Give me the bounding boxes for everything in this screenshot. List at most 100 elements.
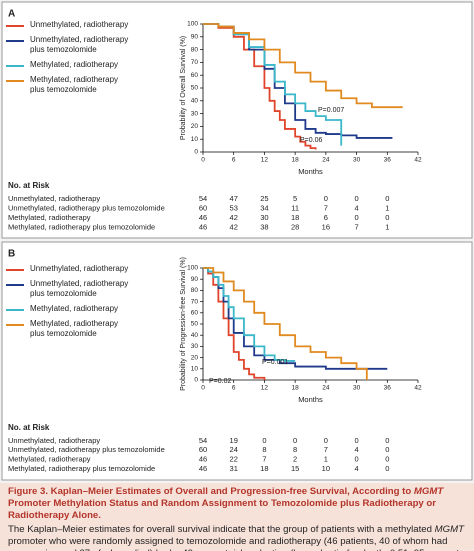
x-axis-title: Months (298, 395, 323, 404)
legend: Unmethylated, radiotherapy Unmethylated, … (6, 264, 166, 339)
risk-count: 24 (230, 445, 238, 454)
panel-frame (1, 241, 473, 481)
caption-title: Kaplan–Meier Estimates of Overall and Pr… (50, 486, 414, 497)
x-tick-label: 30 (353, 385, 361, 392)
risk-count: 18 (291, 213, 299, 222)
risk-count: 4 (354, 464, 358, 473)
y-tick-label: 0 (194, 149, 198, 156)
risk-count: 47 (230, 194, 238, 203)
legend-label: Unmethylated, radiotherapy (30, 264, 129, 273)
risk-count: 54 (199, 436, 207, 445)
survival-curve (203, 23, 403, 109)
risk-count: 46 (199, 464, 207, 473)
legend-item: Methylated, radiotherapy (6, 60, 166, 70)
risk-count: 2 (293, 454, 297, 463)
risk-count: 28 (291, 222, 299, 231)
x-tick-label: 36 (384, 157, 392, 164)
x-tick-label: 30 (353, 157, 361, 164)
x-tick-label: 12 (261, 385, 269, 392)
risk-count: 42 (230, 213, 238, 222)
x-tick-label: 6 (232, 157, 236, 164)
risk-row-label: Unmethylated, radiotherapy plus temozolo… (8, 203, 165, 212)
legend-label: Unmethylated, radiotherapy plus temozolo… (30, 279, 129, 298)
legend-label: Unmethylated, radiotherapy (30, 20, 129, 29)
legend-item: Methylated, radiotherapy plus temozolomi… (6, 319, 166, 339)
y-tick-label: 70 (191, 59, 199, 66)
y-axis-title: Probability of Progression-free Survival… (180, 257, 187, 391)
y-tick-label: 90 (191, 34, 199, 41)
risk-count: 60 (199, 203, 207, 212)
risk-count: 7 (324, 445, 328, 454)
legend-swatch (6, 65, 24, 67)
x-tick-label: 6 (232, 385, 236, 392)
legend-label: Methylated, radiotherapy plus temozolomi… (30, 319, 119, 338)
risk-count: 1 (385, 203, 389, 212)
caption-label: Figure 3. (8, 486, 48, 497)
y-tick-label: 40 (191, 332, 199, 339)
risk-count: 54 (199, 194, 207, 203)
legend-item: Methylated, radiotherapy plus temozolomi… (6, 75, 166, 95)
risk-count: 0 (324, 436, 328, 445)
risk-count: 0 (385, 454, 389, 463)
legend: Unmethylated, radiotherapy Unmethylated, … (6, 20, 166, 95)
risk-count: 46 (199, 454, 207, 463)
caption-body: The Kaplan–Meier estimates for overall s… (8, 524, 466, 551)
y-tick-label: 10 (191, 366, 199, 373)
y-tick-label: 0 (194, 377, 198, 384)
legend-item: Unmethylated, radiotherapy plus temozolo… (6, 35, 166, 55)
risk-count: 0 (354, 454, 358, 463)
survival-curve (203, 23, 317, 150)
risk-count: 19 (230, 436, 238, 445)
survival-curve (203, 267, 368, 380)
survival-curve (203, 267, 296, 362)
caption-text: MGMT (434, 524, 464, 535)
risk-count: 4 (354, 203, 358, 212)
y-tick-label: 60 (191, 72, 199, 79)
risk-count: 6 (324, 213, 328, 222)
y-tick-label: 30 (191, 343, 199, 350)
risk-count: 11 (291, 203, 299, 212)
y-tick-label: 50 (191, 85, 199, 92)
risk-count: 1 (385, 222, 389, 231)
risk-count: 0 (385, 436, 389, 445)
legend-swatch (6, 269, 24, 271)
risk-count: 60 (199, 445, 207, 454)
p-value-annotation: P=0.007 (318, 107, 344, 114)
risk-count: 1 (324, 454, 328, 463)
legend-item: Unmethylated, radiotherapy plus temozolo… (6, 279, 166, 299)
risk-row-label: Methylated, radiotherapy plus temozolomi… (8, 222, 155, 231)
legend-item: Methylated, radiotherapy (6, 304, 166, 314)
risk-count: 46 (199, 213, 207, 222)
legend-label: Methylated, radiotherapy plus temozolomi… (30, 75, 119, 94)
risk-count: 7 (262, 454, 266, 463)
x-tick-label: 24 (322, 157, 330, 164)
risk-count: 7 (354, 222, 358, 231)
x-tick-label: 0 (201, 157, 205, 164)
panel-label: B (8, 249, 15, 260)
y-tick-label: 100 (187, 21, 198, 28)
risk-count: 7 (324, 203, 328, 212)
risk-count: 53 (230, 203, 238, 212)
risk-count: 10 (322, 464, 330, 473)
y-axis-title: Probability of Overall Survival (%) (180, 36, 187, 140)
y-tick-label: 30 (191, 110, 199, 117)
risk-count: 0 (293, 436, 297, 445)
panel-label: A (8, 9, 15, 20)
risk-count: 25 (260, 194, 268, 203)
risk-count: 34 (260, 203, 268, 212)
y-tick-label: 10 (191, 136, 199, 143)
risk-row-label: Methylated, radiotherapy (8, 454, 91, 463)
legend-swatch (6, 284, 24, 286)
legend-item: Unmethylated, radiotherapy (6, 264, 166, 274)
risk-row-label: Methylated, radiotherapy (8, 213, 91, 222)
legend-swatch (6, 324, 24, 326)
y-tick-label: 100 (187, 265, 198, 272)
caption-text: promoter who were randomly assigned to t… (8, 536, 459, 551)
y-tick-label: 70 (191, 298, 199, 305)
risk-count: 0 (385, 213, 389, 222)
x-tick-label: 42 (414, 157, 422, 164)
risk-count: 22 (230, 454, 238, 463)
y-tick-label: 60 (191, 310, 199, 317)
risk-row-label: Unmethylated, radiotherapy plus temozolo… (8, 445, 165, 454)
